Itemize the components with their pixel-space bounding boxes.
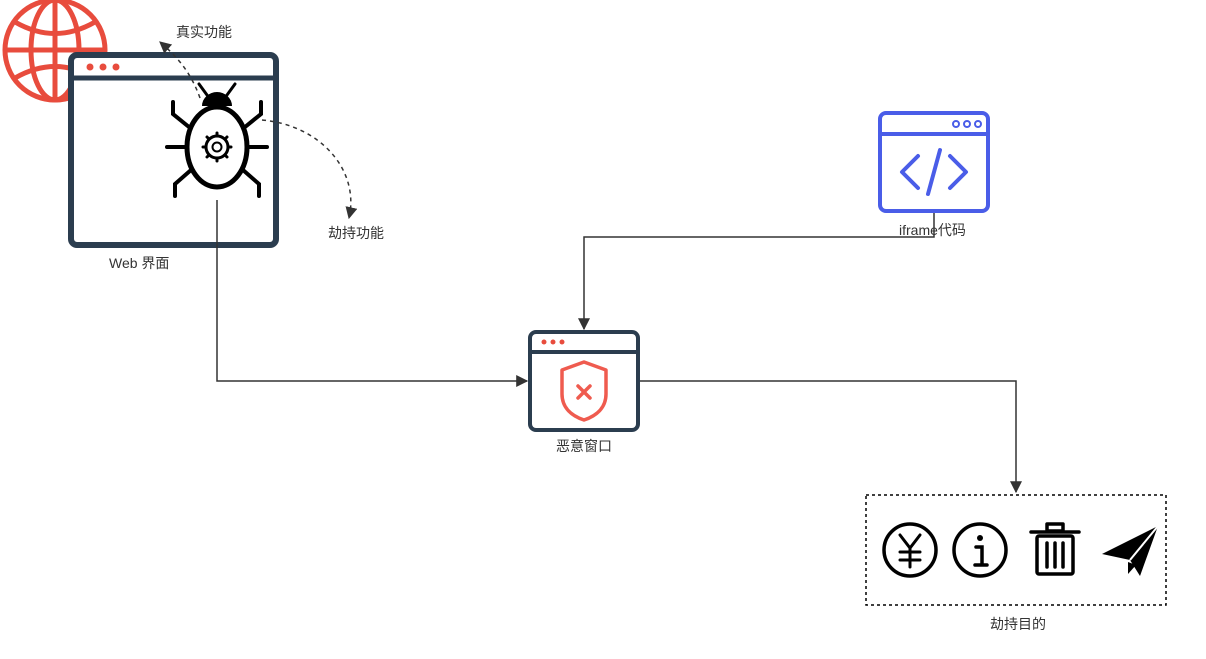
currency-icon <box>884 524 936 576</box>
malicious-window <box>530 332 638 430</box>
label-iframe-code: iframe代码 <box>899 220 966 240</box>
label-real-function: 真实功能 <box>176 22 232 42</box>
label-web-ui: Web 界面 <box>109 253 169 273</box>
info-icon <box>954 524 1006 576</box>
iframe-code-window <box>880 113 988 211</box>
diagram-canvas <box>0 0 1206 659</box>
label-hijack-target: 劫持目的 <box>990 614 1046 634</box>
label-hijack-function: 劫持功能 <box>328 223 384 243</box>
label-malicious-window: 恶意窗口 <box>556 436 612 456</box>
hijack-targets-box <box>866 495 1166 605</box>
trash-icon <box>1031 524 1079 574</box>
send-icon <box>1102 526 1158 576</box>
